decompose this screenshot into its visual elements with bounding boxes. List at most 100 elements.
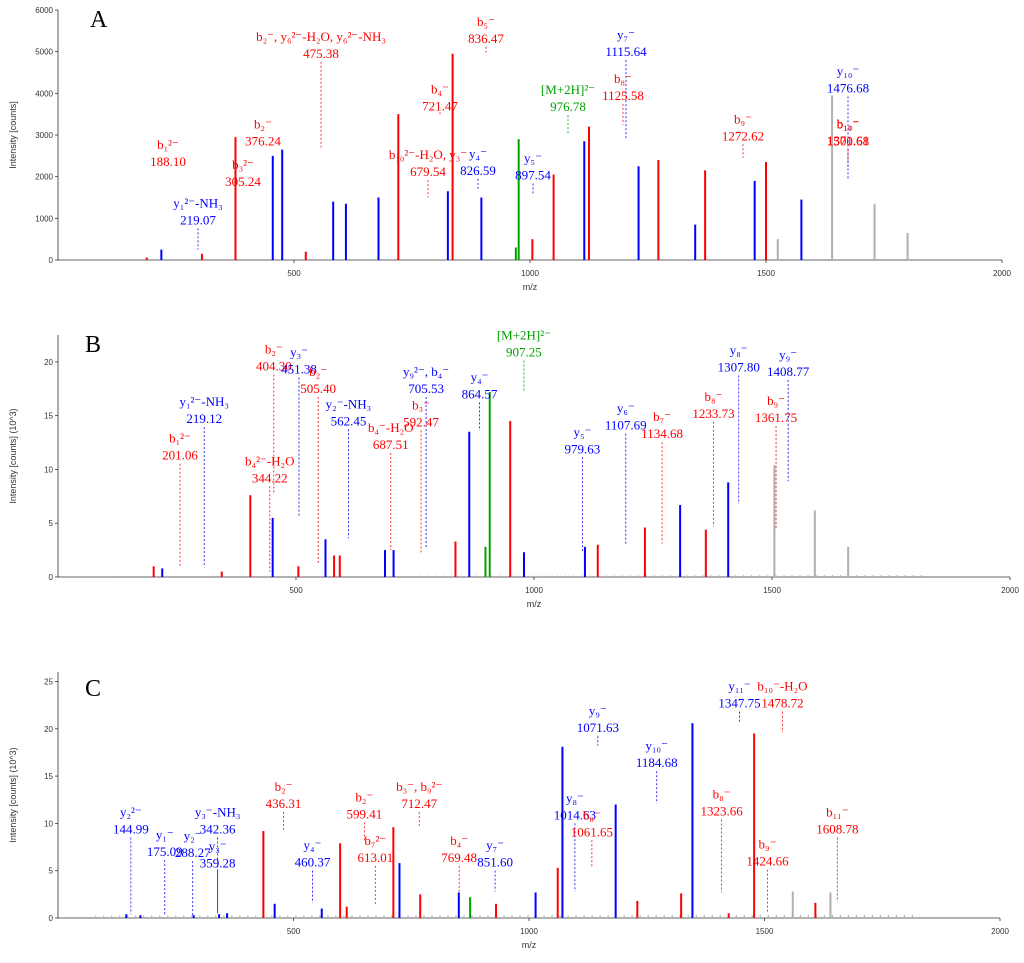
peak-label: 451.38 — [281, 362, 317, 377]
peak-label: y₃⁻ — [290, 345, 308, 360]
x-tick-label: 1500 — [756, 927, 774, 936]
peak-label: 1500.68 — [827, 134, 869, 149]
peak-label: y₈⁻ — [730, 343, 748, 358]
peak-label: 769.48 — [441, 850, 477, 865]
y-tick-label: 25 — [44, 677, 53, 686]
x-tick-label: 500 — [289, 586, 303, 595]
peak-label: 1371.61 — [827, 133, 869, 148]
peak-label: 851.60 — [477, 855, 513, 870]
peak-label: b₇⁻ — [653, 409, 671, 424]
x-axis-title: m/z — [523, 282, 538, 292]
peak-label: b₂⁻ — [309, 364, 327, 379]
peak-label: 404.30 — [256, 358, 292, 373]
peak-label: 1323.66 — [700, 803, 743, 818]
peak-label: b₉⁻ — [759, 837, 777, 852]
peak-label: y₁²⁻-NH₃ — [173, 195, 222, 210]
peak-label: 288.27 — [175, 845, 211, 860]
y-axis-title: Intensity [counts] (10^3) — [8, 747, 18, 842]
peak-label: 1272.62 — [722, 128, 764, 143]
y-tick-label: 6000 — [35, 6, 53, 15]
peak-label: y₇⁻ — [486, 838, 504, 853]
y-tick-label: 4000 — [35, 89, 53, 98]
peak-label: b₄²⁻-H₂O — [245, 453, 294, 468]
x-tick-label: 500 — [287, 269, 301, 278]
peak-label: b₈⁻ — [614, 71, 632, 86]
peak-label: b₁²⁻ — [157, 137, 179, 152]
peak-label: b₃⁻ — [412, 397, 430, 412]
y-tick-label: 0 — [49, 914, 54, 923]
peak-label: 1347.75 — [718, 696, 760, 711]
y-tick-label: 20 — [44, 358, 53, 367]
peak-label: b₈⁻ — [583, 807, 601, 822]
peak-label: b₂⁻ — [275, 779, 293, 794]
peak-label: y₁⁻ — [156, 827, 174, 842]
peak-label: 1061.65 — [571, 824, 613, 839]
y-tick-label: 1000 — [35, 214, 53, 223]
x-axis-title: m/z — [527, 599, 542, 609]
peak-label: 188.10 — [150, 154, 186, 169]
peak-label: b₄⁻ — [431, 81, 449, 96]
x-axis-title: m/z — [522, 940, 537, 950]
peak-label: 359.28 — [200, 856, 236, 871]
peak-label: y₉²⁻, b₄⁻ — [403, 364, 449, 379]
peak-label: b₁₀²⁻-H₂O, y₃⁻ — [389, 147, 467, 162]
peak-label: y₅⁻ — [573, 424, 591, 439]
peak-label: y₄⁻ — [304, 838, 322, 853]
peak-label: 144.99 — [113, 821, 149, 836]
peak-label: b₁₁⁻ — [826, 804, 848, 819]
peak-label: 1476.68 — [827, 80, 869, 95]
peak-label: b₉⁻ — [734, 111, 752, 126]
x-tick-label: 1000 — [525, 586, 543, 595]
y-tick-label: 5000 — [35, 48, 53, 57]
peak-label: 1107.69 — [605, 418, 647, 433]
y-tick-label: 5 — [49, 519, 54, 528]
x-tick-label: 500 — [287, 927, 301, 936]
peak-label: b₉⁻ — [767, 393, 785, 408]
peak-label: y₂⁻-NH₃ — [326, 396, 372, 411]
peak-label: y₅⁻ — [524, 150, 542, 165]
peak-label: b₄⁻-H₂O — [368, 420, 414, 435]
peak-label: 1478.72 — [761, 696, 803, 711]
peak-label: 907.25 — [506, 344, 542, 359]
peak-label: y₉⁻ — [779, 347, 797, 362]
y-axis-title: Intensity [counts] — [8, 101, 18, 169]
peak-label: 826.59 — [460, 163, 496, 178]
x-tick-label: 1500 — [763, 586, 781, 595]
y-tick-label: 0 — [49, 573, 54, 582]
peak-label: y₉⁻ — [589, 703, 607, 718]
peak-label: 219.12 — [186, 411, 222, 426]
y-tick-label: 10 — [44, 465, 53, 474]
peak-label: 897.54 — [515, 167, 551, 182]
x-tick-label: 2000 — [993, 269, 1011, 278]
y-tick-label: 20 — [44, 725, 53, 734]
peak-label: 201.06 — [162, 448, 198, 463]
peak-label: y₁₀⁻ — [837, 63, 859, 78]
peak-label: b₃²⁻ — [232, 157, 254, 172]
y-tick-label: 15 — [44, 772, 53, 781]
peak-label: 219.07 — [180, 212, 216, 227]
x-tick-label: 1000 — [520, 927, 538, 936]
peak-label: b₅⁻ — [477, 14, 495, 29]
peak-label: b₄⁻ — [450, 833, 468, 848]
peak-label: b₃⁻, b₉²⁻ — [396, 779, 442, 794]
peak-label: y₄⁻ — [469, 146, 487, 161]
peak-label: b₂⁻ — [355, 789, 373, 804]
peak-label: y₄⁻ — [471, 369, 489, 384]
peak-label: y₂²⁻ — [120, 804, 142, 819]
panel-label: C — [85, 676, 101, 702]
peak-label: 505.40 — [300, 381, 336, 396]
x-tick-label: 1000 — [521, 269, 539, 278]
peak-label: y₃⁻-NH₃ — [195, 804, 241, 819]
y-tick-label: 10 — [44, 819, 53, 828]
peak-label: 1184.68 — [636, 755, 678, 770]
peak-label: 592.47 — [403, 414, 439, 429]
peak-label: 376.24 — [245, 133, 281, 148]
peak-label: 175.09 — [147, 844, 183, 859]
panel-label: B — [85, 332, 101, 358]
y-tick-label: 5 — [49, 867, 54, 876]
peak-label: 344.22 — [252, 470, 288, 485]
peak-label: 305.24 — [225, 174, 261, 189]
peak-label: [M+2H]²⁻ — [497, 327, 551, 342]
peak-label: 721.47 — [422, 98, 458, 113]
